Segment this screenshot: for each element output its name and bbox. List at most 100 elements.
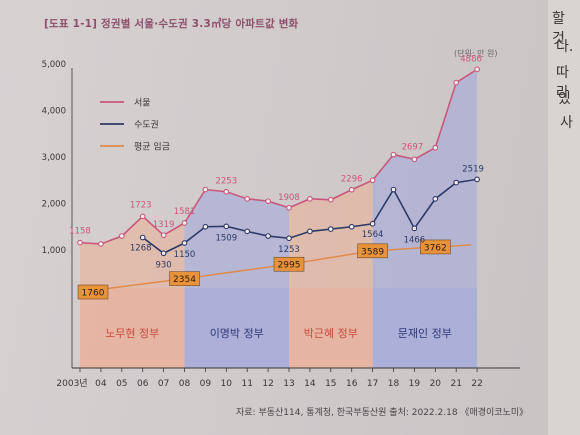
next-page-column: 할 것 다. 따라 있 사 xyxy=(548,0,580,435)
legend-label: 평균 임금 xyxy=(134,141,170,153)
data-label: 1581 xyxy=(174,207,196,217)
y-tick-label: 2,000 xyxy=(42,200,66,210)
x-tick-label: 12 xyxy=(262,379,273,389)
wage-label: 2995 xyxy=(278,261,301,271)
series-point xyxy=(474,66,480,73)
series-point xyxy=(265,198,271,205)
era-band xyxy=(184,288,289,368)
x-tick-label: 08 xyxy=(179,379,191,389)
y-tick-label: 5,000 xyxy=(42,60,66,70)
series-point xyxy=(453,79,460,86)
wage-label: 1760 xyxy=(82,289,105,299)
series-point xyxy=(411,225,418,232)
x-tick-label: 09 xyxy=(200,379,212,389)
series-point xyxy=(98,241,104,247)
era-band xyxy=(372,288,478,368)
era-upper-area xyxy=(80,72,185,288)
series-point xyxy=(181,240,188,246)
y-tick-label: 4,000 xyxy=(42,107,66,117)
wage-label: 3589 xyxy=(361,247,384,257)
era-band xyxy=(289,288,373,368)
series-point xyxy=(286,235,292,242)
x-tick-label: 22 xyxy=(471,379,482,389)
series-point xyxy=(265,233,271,239)
series-point xyxy=(244,228,251,235)
series-point xyxy=(286,204,292,211)
source-note: 자료: 부동산114, 통계청, 한국부동산원 출처: 2022.2.18 《매… xyxy=(236,408,529,418)
side-text-2: 다. xyxy=(556,39,574,55)
series-point xyxy=(327,226,334,232)
series-point xyxy=(327,196,334,203)
x-tick-label: 2003년 xyxy=(56,378,87,389)
series-point xyxy=(77,239,83,246)
data-label: 2253 xyxy=(215,177,237,187)
data-label: 1509 xyxy=(215,233,237,243)
wage-box xyxy=(273,256,305,272)
wage-label: 3762 xyxy=(424,243,447,253)
side-text-3: 따라 xyxy=(556,65,569,101)
unit-label: (단위: 만 원) xyxy=(454,49,498,58)
series-point xyxy=(223,223,230,230)
series-point xyxy=(390,151,397,158)
data-label: 2697 xyxy=(402,142,424,152)
x-tick-label: 13 xyxy=(283,379,294,389)
x-tick-label: 17 xyxy=(367,379,378,389)
wage-box xyxy=(169,271,200,286)
series-point xyxy=(118,233,125,239)
series-line xyxy=(79,68,478,245)
x-tick-label: 15 xyxy=(325,379,336,389)
series-point xyxy=(369,177,376,184)
side-text-4: 있 xyxy=(558,91,571,107)
era-label: 박근혜 정부 xyxy=(304,327,358,340)
x-tick-label: 21 xyxy=(450,379,461,389)
era-label: 문재인 정부 xyxy=(398,327,452,340)
series-point xyxy=(369,220,376,227)
data-label: 1253 xyxy=(278,245,300,255)
side-text-1: 할 것 xyxy=(552,11,565,47)
wage-box xyxy=(77,284,109,300)
series-point xyxy=(390,186,397,193)
data-label: 1723 xyxy=(130,200,152,210)
x-tick-label: 05 xyxy=(116,379,127,389)
data-label: 4886 xyxy=(460,54,482,64)
wage-box xyxy=(357,243,388,259)
chart-svg: 1,000 2,000 3,000 4,000 5,000 노무현 정부 이명박 정부 박근혜… xyxy=(42,54,520,389)
legend-label: 수도권 xyxy=(134,119,159,131)
data-label: 1466 xyxy=(404,235,426,245)
series-point xyxy=(453,179,460,186)
data-label: 1150 xyxy=(174,250,196,260)
chart-title: [도표 1-1] 정권별 서울·수도권 3.3㎡당 아파트값 변화 xyxy=(44,18,299,30)
x-tick-label: 10 xyxy=(221,379,233,389)
series-point xyxy=(244,196,251,202)
era-label: 노무현 정부 xyxy=(105,327,159,340)
series-point xyxy=(160,250,167,257)
data-label: 930 xyxy=(155,260,171,270)
x-tick-label: 14 xyxy=(304,379,316,389)
x-tick-label: 04 xyxy=(95,379,107,389)
x-tick-label: 07 xyxy=(158,379,169,389)
x-tick-label: 11 xyxy=(241,379,252,389)
data-label: 1908 xyxy=(278,193,300,203)
series-point xyxy=(181,220,188,226)
wage-box xyxy=(420,239,451,255)
y-tick-label: 3,000 xyxy=(42,153,66,163)
data-label: 1319 xyxy=(153,220,175,230)
series-point xyxy=(139,234,146,241)
series-point xyxy=(411,156,418,163)
series-point xyxy=(432,144,439,151)
series-point xyxy=(160,232,167,239)
series-point xyxy=(202,223,209,230)
series-point xyxy=(474,176,480,183)
x-tick-label: 16 xyxy=(346,379,358,389)
x-tick-label: 20 xyxy=(430,379,442,389)
series-point xyxy=(307,196,313,202)
series-point xyxy=(223,188,230,195)
data-label: 1158 xyxy=(69,227,91,237)
x-tick-label: 06 xyxy=(137,379,149,389)
data-label: 1564 xyxy=(362,230,384,240)
side-text-5: 사 xyxy=(560,115,573,131)
era-band xyxy=(80,288,185,368)
era-upper-area xyxy=(372,72,478,288)
data-label: 2296 xyxy=(341,175,363,185)
